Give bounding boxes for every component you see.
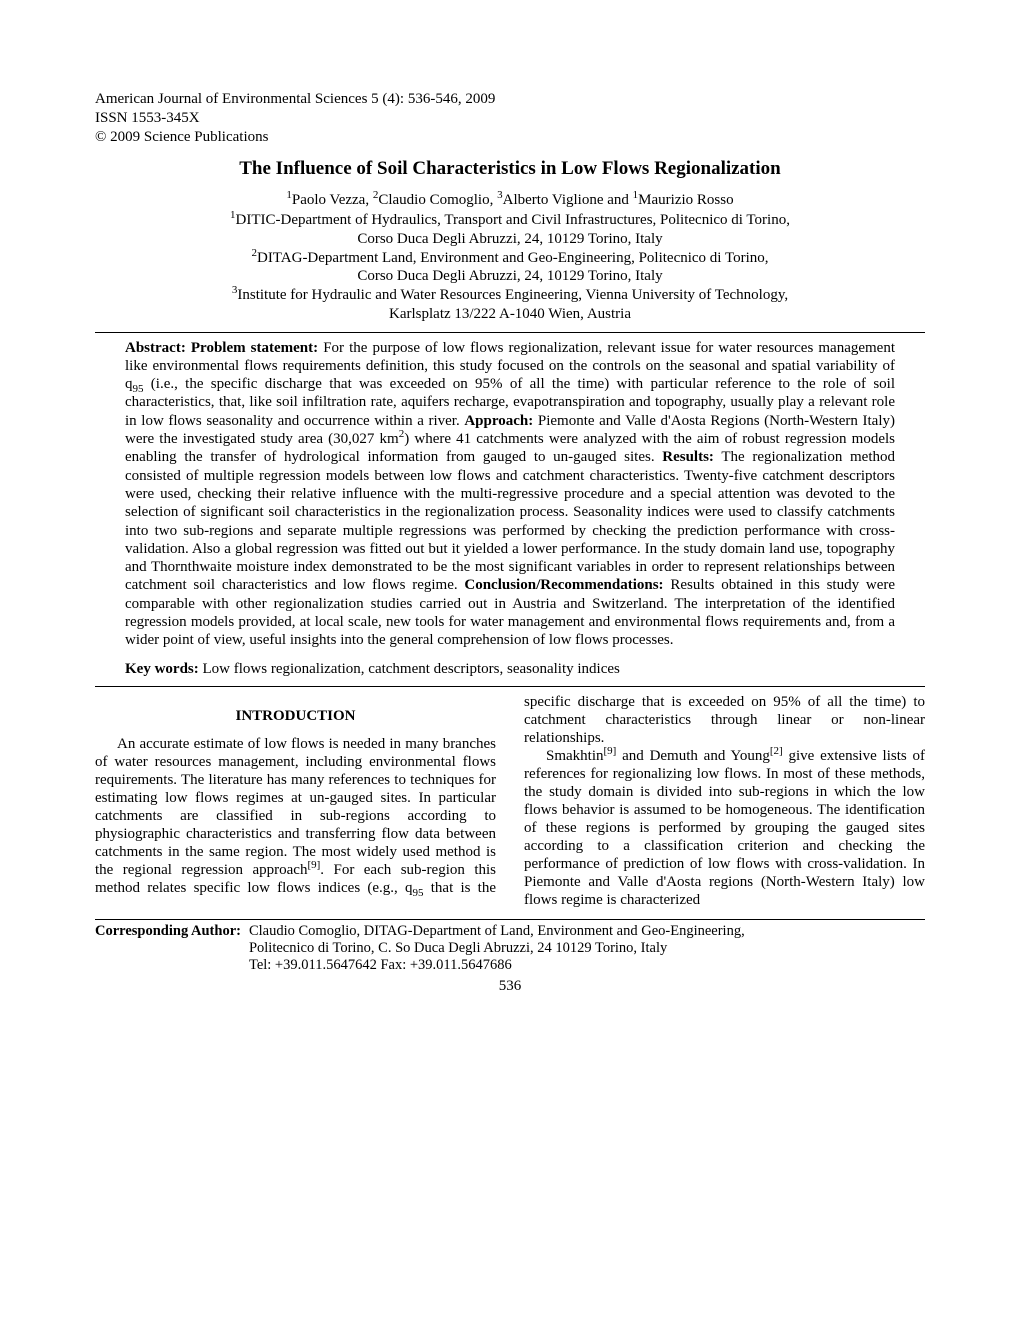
corresponding-line2: Politecnico di Torino, C. So Duca Degli … [249, 940, 745, 957]
author-list: 1Paolo Vezza, 2Claudio Comoglio, 3Albert… [95, 191, 925, 209]
section-heading-introduction: INTRODUCTION [95, 707, 496, 725]
rule-bottom [95, 686, 925, 687]
page-number: 536 [95, 977, 925, 995]
rule-top [95, 332, 925, 333]
approach-label: Approach: [464, 413, 533, 429]
conclusion-label: Conclusion/Recommendations: [464, 577, 663, 593]
affiliations: 1DITIC-Department of Hydraulics, Transpo… [95, 211, 925, 324]
abstract-label: Abstract: [125, 340, 186, 356]
corresponding-label: Corresponding Author: [95, 923, 241, 975]
keywords-label: Key words: [125, 661, 199, 677]
journal-issn: ISSN 1553-345X [95, 109, 925, 128]
keywords-text: Low flows regionalization, catchment des… [203, 661, 620, 677]
intro-para-2: Smakhtin[9] and Demuth and Young[2] give… [524, 747, 925, 909]
journal-header: American Journal of Environmental Scienc… [95, 90, 925, 146]
abstract-block: Abstract: Problem statement: For the pur… [125, 339, 895, 650]
keywords-block: Key words: Low flows regionalization, ca… [125, 660, 895, 678]
journal-copyright: © 2009 Science Publications [95, 128, 925, 147]
paper-title: The Influence of Soil Characteristics in… [95, 158, 925, 181]
journal-citation: American Journal of Environmental Scienc… [95, 90, 925, 109]
results-label: Results: [662, 449, 714, 465]
corresponding-author-block: Corresponding Author: Claudio Comoglio, … [95, 919, 925, 975]
body-columns: INTRODUCTION An accurate estimate of low… [95, 693, 925, 909]
results-text: The regionalization method consisted of … [125, 449, 895, 593]
problem-label: Problem statement: [191, 340, 318, 356]
corresponding-line3: Tel: +39.011.5647642 Fax: +39.011.564768… [249, 957, 745, 974]
corresponding-line1: Claudio Comoglio, DITAG-Department of La… [249, 923, 745, 940]
